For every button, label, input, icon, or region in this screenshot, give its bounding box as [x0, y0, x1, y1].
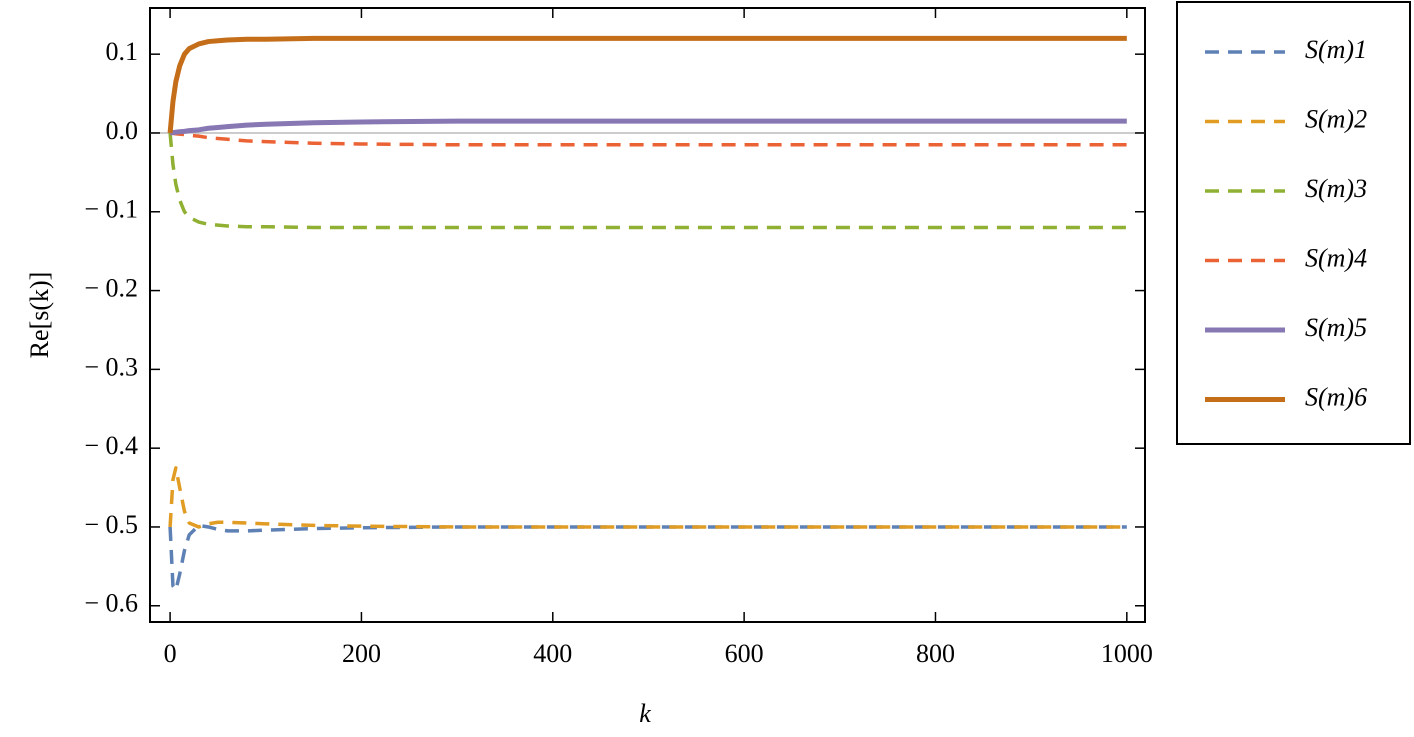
series-line [169, 118, 1127, 136]
series-line [167, 35, 1127, 134]
series-line [168, 523, 1127, 592]
x-tick-label: 600 [725, 639, 764, 668]
x-tick-label: 800 [916, 639, 955, 668]
legend-label: S(m)1 [1305, 35, 1367, 64]
y-tick-label: − 0.5 [84, 510, 138, 539]
legend-label: S(m)4 [1305, 243, 1367, 272]
x-tick-label: 0 [164, 639, 177, 668]
y-tick-label: − 0.2 [84, 274, 138, 303]
x-tick-label: 200 [342, 639, 381, 668]
y-tick-label: − 0.4 [84, 431, 138, 460]
y-tick-label: − 0.3 [84, 352, 138, 381]
y-tick-label: 0.1 [106, 37, 139, 66]
series-line [168, 466, 1127, 529]
x-tick-label: 1000 [1101, 639, 1153, 668]
x-tick-label: 400 [533, 639, 572, 668]
legend-label: S(m)6 [1305, 382, 1367, 411]
y-tick-label: − 0.6 [84, 589, 138, 618]
x-axis-label: k [639, 699, 651, 728]
legend-box [1176, 1, 1411, 445]
legend-label: S(m)3 [1305, 174, 1367, 203]
series-line [168, 132, 1127, 230]
legend-label: S(m)5 [1305, 313, 1367, 342]
y-axis-label: Re[s(k)] [25, 272, 54, 359]
y-tick-label: − 0.1 [84, 195, 138, 224]
y-tick-label: 0.0 [106, 116, 139, 145]
series-line [169, 131, 1127, 147]
plot-frame [149, 7, 1146, 623]
legend-label: S(m)2 [1305, 104, 1367, 133]
